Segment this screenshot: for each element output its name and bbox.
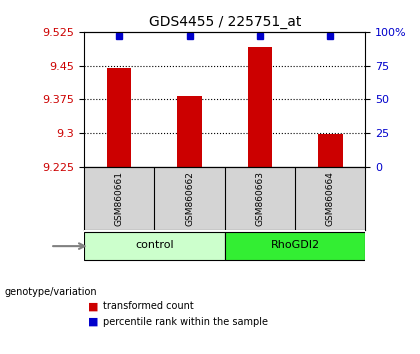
Bar: [107, 68, 131, 167]
Text: genotype/variation: genotype/variation: [4, 287, 97, 297]
Text: GSM860661: GSM860661: [115, 171, 123, 226]
Text: transformed count: transformed count: [103, 301, 194, 311]
Text: percentile rank within the sample: percentile rank within the sample: [103, 317, 268, 327]
Text: control: control: [135, 240, 173, 251]
Text: GSM860664: GSM860664: [326, 171, 335, 226]
Text: GSM860663: GSM860663: [255, 171, 264, 226]
Bar: [177, 96, 202, 167]
Bar: [225, 232, 365, 261]
Bar: [318, 134, 343, 167]
Text: ■: ■: [88, 301, 99, 311]
Text: GSM860662: GSM860662: [185, 171, 194, 226]
Text: ■: ■: [88, 317, 99, 327]
Text: RhoGDI2: RhoGDI2: [270, 240, 320, 251]
Bar: [84, 232, 225, 261]
Title: GDS4455 / 225751_at: GDS4455 / 225751_at: [149, 16, 301, 29]
Bar: [247, 47, 272, 167]
